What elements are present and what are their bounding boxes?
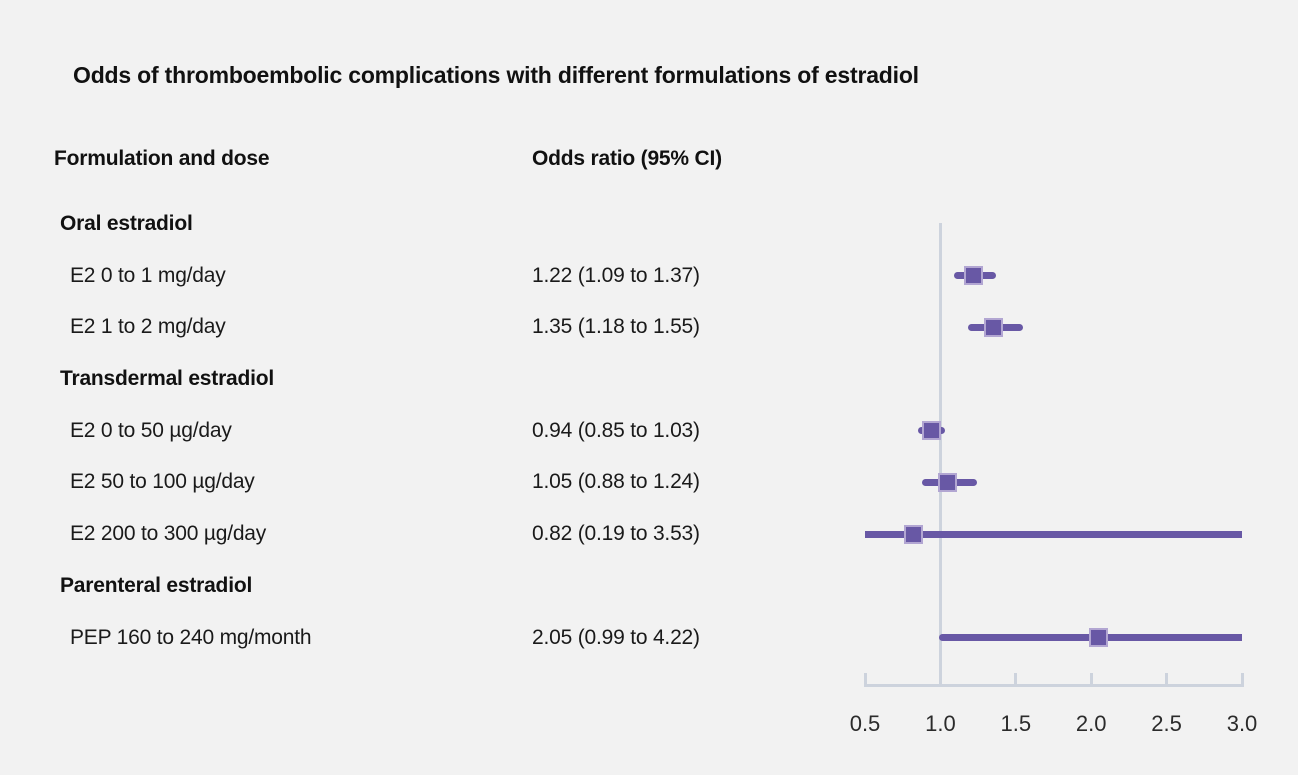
x-axis-tick-label: 2.5: [1151, 711, 1182, 736]
or-marker: [983, 317, 1003, 337]
row-value: 0.82 (0.19 to 3.53): [532, 522, 700, 545]
x-axis-tick: [1165, 673, 1169, 684]
row-value: 1.22 (1.09 to 1.37): [532, 264, 700, 287]
group-label-oral: Oral estradiol: [60, 212, 193, 235]
reference-line: [938, 223, 942, 687]
or-marker: [938, 473, 958, 492]
row-value: 2.05 (0.99 to 4.22): [532, 626, 700, 649]
x-axis-tick: [1089, 673, 1093, 684]
x-axis-line: [864, 684, 1244, 687]
or-marker: [921, 421, 941, 441]
row-value: 0.94 (0.85 to 1.03): [532, 419, 700, 442]
x-axis-tick-label: 0.5: [849, 711, 881, 736]
row-label: E2 0 to 1 mg/day: [70, 264, 226, 287]
ci-line: [865, 530, 1242, 538]
row-label: E2 1 to 2 mg/day: [70, 315, 226, 338]
x-axis-tick: [863, 673, 867, 684]
x-axis-tick: [1014, 673, 1018, 684]
row-label: E2 200 to 300 µg/day: [70, 522, 267, 545]
group-label-parenteral: Parenteral estradiol: [60, 574, 253, 597]
x-axis-tick-label: 1.5: [1000, 711, 1032, 736]
x-axis-tick-label: 3.0: [1226, 711, 1258, 736]
row-label: E2 50 to 100 µg/day: [70, 470, 255, 493]
row-value: 1.35 (1.18 to 1.55): [532, 315, 700, 338]
or-marker: [903, 524, 923, 544]
column-header-formulation: Formulation and dose: [54, 147, 270, 170]
x-axis-tick-label: 2.0: [1075, 711, 1107, 736]
x-axis-tick-label: 1.0: [925, 711, 956, 736]
row-label: E2 0 to 50 µg/day: [70, 419, 232, 442]
chart-title: Odds of thromboembolic complications wit…: [73, 62, 919, 88]
column-header-odds-ratio: Odds ratio (95% CI): [532, 147, 722, 170]
group-label-transdermal: Transdermal estradiol: [60, 367, 275, 390]
row-label: PEP 160 to 240 mg/month: [70, 626, 312, 649]
row-value: 1.05 (0.88 to 1.24): [532, 470, 700, 493]
x-axis-tick: [1240, 673, 1244, 684]
or-marker: [964, 266, 984, 286]
or-marker: [1089, 628, 1109, 648]
